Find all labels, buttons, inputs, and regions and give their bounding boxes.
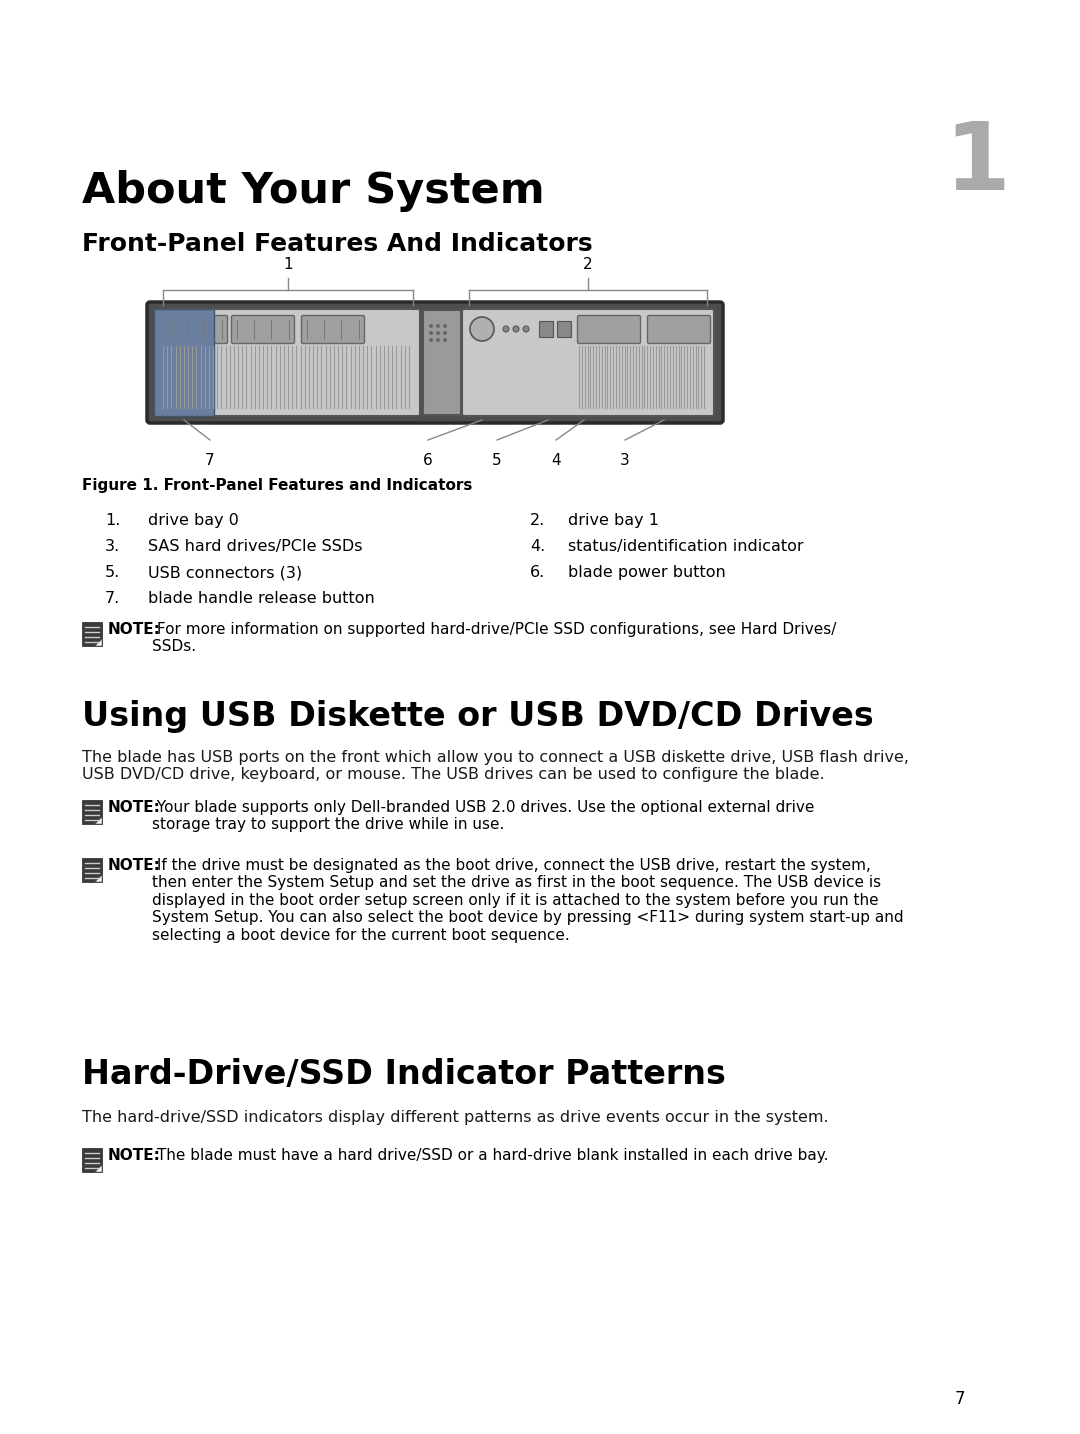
Bar xyxy=(82,858,102,882)
FancyBboxPatch shape xyxy=(648,315,711,344)
Text: Figure 1. Front-Panel Features and Indicators: Figure 1. Front-Panel Features and Indic… xyxy=(82,478,472,493)
FancyBboxPatch shape xyxy=(301,315,365,344)
Text: NOTE:: NOTE: xyxy=(108,858,161,873)
Circle shape xyxy=(429,331,433,336)
Text: drive bay 1: drive bay 1 xyxy=(568,513,659,528)
Text: Hard-Drive/SSD Indicator Patterns: Hard-Drive/SSD Indicator Patterns xyxy=(82,1058,726,1091)
FancyBboxPatch shape xyxy=(164,315,228,344)
Polygon shape xyxy=(95,1164,102,1172)
Circle shape xyxy=(513,326,519,333)
Text: 3: 3 xyxy=(620,453,630,467)
Circle shape xyxy=(443,338,447,341)
Text: 3.: 3. xyxy=(105,539,120,554)
Text: About Your System: About Your System xyxy=(82,171,544,212)
Circle shape xyxy=(436,324,440,328)
FancyBboxPatch shape xyxy=(147,303,723,423)
Polygon shape xyxy=(95,817,102,825)
Text: 5.: 5. xyxy=(105,565,120,579)
Polygon shape xyxy=(95,640,102,645)
Text: 7: 7 xyxy=(205,453,215,467)
Circle shape xyxy=(470,317,494,341)
Circle shape xyxy=(160,323,172,336)
Text: Your blade supports only Dell-branded USB 2.0 drives. Use the optional external : Your blade supports only Dell-branded US… xyxy=(152,800,814,832)
Circle shape xyxy=(523,326,529,333)
Text: 1: 1 xyxy=(283,257,293,272)
Bar xyxy=(539,321,553,337)
Text: 4.: 4. xyxy=(530,539,545,554)
Polygon shape xyxy=(95,875,102,882)
Circle shape xyxy=(436,331,440,336)
FancyBboxPatch shape xyxy=(231,315,295,344)
FancyBboxPatch shape xyxy=(156,308,420,416)
Circle shape xyxy=(443,331,447,336)
Circle shape xyxy=(436,338,440,341)
Text: For more information on supported hard-drive/PCIe SSD configurations, see Hard D: For more information on supported hard-d… xyxy=(152,622,836,654)
Text: 1: 1 xyxy=(944,118,1010,209)
Text: If the drive must be designated as the boot drive, connect the USB drive, restar: If the drive must be designated as the b… xyxy=(152,858,904,942)
Text: 4: 4 xyxy=(551,453,561,467)
Text: 7: 7 xyxy=(955,1390,966,1408)
Circle shape xyxy=(503,326,509,333)
Circle shape xyxy=(429,324,433,328)
Text: The hard-drive/SSD indicators display different patterns as drive events occur i: The hard-drive/SSD indicators display di… xyxy=(82,1110,828,1126)
FancyBboxPatch shape xyxy=(462,308,714,416)
Text: 5: 5 xyxy=(492,453,502,467)
Text: 6: 6 xyxy=(423,453,433,467)
Text: NOTE:: NOTE: xyxy=(108,1149,161,1163)
Text: NOTE:: NOTE: xyxy=(108,622,161,637)
Bar xyxy=(557,321,571,337)
Text: blade handle release button: blade handle release button xyxy=(148,591,375,607)
Text: 2: 2 xyxy=(583,257,593,272)
Circle shape xyxy=(443,324,447,328)
Text: The blade must have a hard drive/SSD or a hard-drive blank installed in each dri: The blade must have a hard drive/SSD or … xyxy=(152,1149,828,1163)
Text: 6.: 6. xyxy=(530,565,545,579)
Text: Front-Panel Features And Indicators: Front-Panel Features And Indicators xyxy=(82,232,593,257)
Circle shape xyxy=(429,338,433,341)
Bar xyxy=(82,1149,102,1172)
Text: SAS hard drives/PCIe SSDs: SAS hard drives/PCIe SSDs xyxy=(148,539,363,554)
Bar xyxy=(82,622,102,645)
Text: 2.: 2. xyxy=(530,513,545,528)
FancyBboxPatch shape xyxy=(578,315,640,344)
Bar xyxy=(154,308,214,416)
Text: The blade has USB ports on the front which allow you to connect a USB diskette d: The blade has USB ports on the front whi… xyxy=(82,750,909,783)
Text: USB connectors (3): USB connectors (3) xyxy=(148,565,302,579)
Text: drive bay 0: drive bay 0 xyxy=(148,513,239,528)
Text: Using USB Diskette or USB DVD/CD Drives: Using USB Diskette or USB DVD/CD Drives xyxy=(82,700,874,733)
Text: status/identification indicator: status/identification indicator xyxy=(568,539,804,554)
FancyBboxPatch shape xyxy=(423,310,461,414)
Text: 1.: 1. xyxy=(105,513,120,528)
Bar xyxy=(82,800,102,825)
Text: blade power button: blade power button xyxy=(568,565,726,579)
Text: NOTE:: NOTE: xyxy=(108,800,161,815)
Text: 7.: 7. xyxy=(105,591,120,607)
